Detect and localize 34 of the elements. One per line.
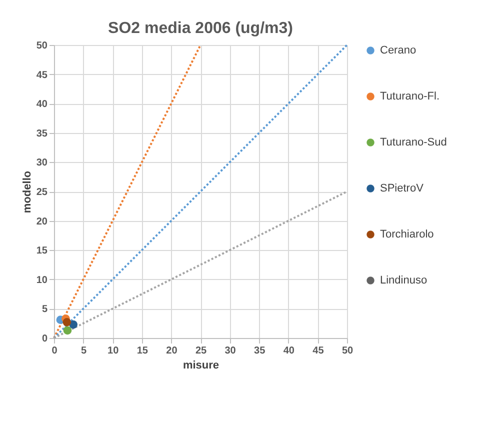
y-tick-label: 25 [36, 187, 48, 198]
y-tick-label: 30 [36, 158, 48, 169]
x-tick-label: 0 [52, 346, 58, 356]
point [69, 320, 78, 329]
y-tick-label: 40 [36, 99, 48, 110]
legend-label: SPietroV [380, 182, 424, 194]
point [62, 318, 72, 326]
y-axis-title: modello [21, 170, 34, 214]
x-tick-label: 45 [312, 346, 324, 356]
x-tick-label: 20 [166, 346, 178, 356]
x-tick-label: 50 [342, 346, 354, 356]
legend-label: Tuturano-Sud [380, 136, 447, 148]
y-tick-label: 5 [42, 304, 48, 316]
y-tick-label: 15 [36, 246, 48, 257]
legend-label: Lindinuso [380, 274, 428, 286]
x-tick-label: 35 [254, 346, 266, 356]
legend-label: Cerano [380, 44, 416, 56]
x-tick-label: 40 [283, 346, 295, 356]
legend-label: Torchiarolo [380, 228, 434, 240]
y-tick-label: 20 [36, 216, 48, 228]
x-tick-label: 25 [195, 346, 207, 356]
x-tick-label: 30 [224, 346, 236, 356]
y-tick-label: 10 [36, 274, 48, 286]
chart-title: SO2 media 2006 (ug/m3) [108, 20, 293, 37]
x-tick-label: 15 [136, 346, 148, 356]
point [63, 326, 72, 335]
x-tick-label: 10 [108, 346, 120, 356]
y-tick-label: 45 [36, 70, 48, 81]
x-tick-label: 5 [81, 346, 88, 356]
x-axis-title: misure [182, 360, 220, 372]
y-tick-label: 0 [42, 334, 48, 344]
y-tick-label: 50 [36, 40, 48, 52]
y-tick-label: 35 [36, 128, 48, 140]
legend-label: Tuturano-Fl. [380, 90, 440, 102]
